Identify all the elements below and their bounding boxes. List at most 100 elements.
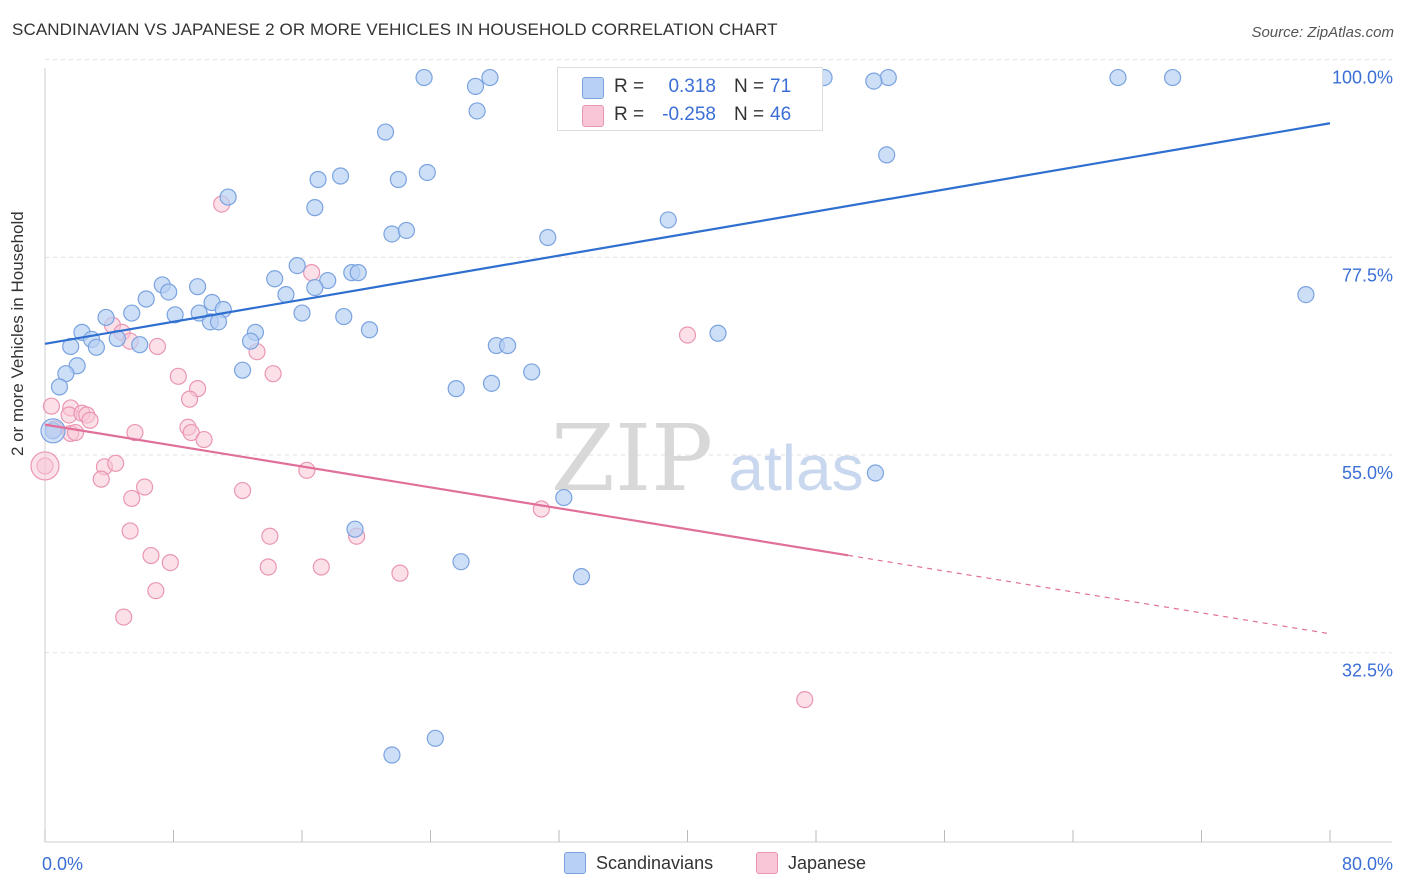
stats-r-label: R =: [614, 76, 645, 97]
scandinavian-point: [209, 313, 228, 331]
scandinavian-point: [242, 332, 260, 350]
scandinavian-point: [866, 464, 885, 482]
scandinavian-trend-line: [44, 122, 1331, 345]
scandinavian-point: [309, 170, 327, 189]
japanese-point: [312, 558, 330, 576]
legend: Scandinavians Japanese: [0, 852, 1406, 876]
watermark: ZIP atlas: [551, 405, 864, 512]
scandinavian-point: [160, 283, 178, 301]
scandinavian-point: [376, 123, 395, 141]
japanese-point: [81, 411, 99, 429]
japanese-point: [121, 522, 139, 540]
scandinavian-point: [335, 307, 353, 326]
scandinavian-point: [1109, 68, 1127, 87]
japanese-point: [148, 337, 167, 356]
japanese-trend-line-dashed: [848, 554, 1331, 635]
scandinavian-point: [415, 68, 433, 87]
scandinavian-point: [555, 488, 573, 507]
gridlines: [45, 59, 1392, 654]
scandinavian-point: [97, 308, 115, 327]
scandinavian-point: [277, 286, 295, 304]
japanese-point: [195, 430, 213, 449]
scandinavian-point: [233, 361, 252, 379]
x-tick-label: 0.0%: [42, 854, 83, 874]
stats-n-value: 71: [770, 76, 792, 97]
japanese-point-large: [30, 451, 60, 481]
scandinavian-point: [865, 72, 883, 90]
scandinavian-point: [523, 363, 541, 381]
y-tick-label: 77.5%: [1342, 265, 1393, 285]
scandinavian-point: [468, 102, 486, 120]
scandinavian-point: [306, 199, 324, 217]
legend-item-japanese[interactable]: Japanese: [756, 852, 866, 874]
scandinavian-point: [383, 225, 401, 243]
scandinavian-point: [397, 221, 416, 240]
japanese-point: [92, 470, 110, 488]
japanese-point: [233, 481, 252, 500]
japanese-point: [126, 423, 144, 442]
stats-row-japanese: R = -0.258 N = 46: [558, 100, 822, 128]
stats-r-label: R =: [614, 104, 645, 125]
stats-n-value: 46: [770, 104, 792, 125]
scandinavian-point: [166, 306, 184, 324]
scandinavian-point: [131, 336, 149, 354]
scandinavian-point: [452, 553, 470, 571]
scandinavian-point: [1297, 286, 1315, 304]
legend-item-scandinavians[interactable]: Scandinavians: [564, 852, 713, 874]
scandinavian-point: [360, 321, 379, 339]
scandinavian-point: [137, 290, 155, 308]
scandinavian-point: [447, 380, 465, 398]
scandinavian-point: [482, 374, 501, 392]
scandinavian-point: [349, 264, 367, 282]
japanese-point: [180, 390, 199, 408]
japanese-point: [298, 461, 316, 479]
scandinavian-point: [383, 746, 401, 764]
source-label: Source: ZipAtlas.com: [1251, 24, 1394, 41]
trend-lines: [44, 122, 1331, 635]
scandinavian-point: [709, 324, 727, 342]
scandinavian-point: [539, 228, 557, 247]
scandinavian-point: [346, 520, 364, 538]
scandinavian-point: [219, 188, 237, 206]
scandinavian-point: [879, 68, 897, 87]
japanese-point: [678, 326, 697, 344]
stats-n-label: N =: [734, 104, 765, 125]
scandinavian-points: [40, 68, 1315, 764]
stats-row-scandinavians: R = 0.318 N = 71: [558, 72, 822, 100]
japanese-point: [261, 527, 279, 545]
japanese-point: [123, 489, 141, 508]
stats-r-value: 0.318: [668, 76, 716, 97]
japanese-point: [142, 546, 160, 565]
japanese-point: [259, 558, 277, 576]
legend-label-scandinavians: Scandinavians: [596, 852, 714, 873]
scandinavian-point: [188, 278, 207, 296]
scandinavian-point: [87, 338, 106, 356]
scandinavian-point: [293, 304, 311, 322]
scandinavian-point: [659, 211, 677, 229]
japanese-point: [303, 264, 321, 282]
scandinavian-point: [481, 68, 499, 87]
japanese-point: [66, 423, 85, 442]
chart-title: SCANDINAVIAN VS JAPANESE 2 OR MORE VEHIC…: [12, 20, 778, 39]
legend-label-japanese: Japanese: [788, 852, 867, 873]
scandinavian-point: [426, 729, 444, 747]
y-tick-label: 32.5%: [1342, 661, 1393, 681]
scandinavian-point: [123, 304, 141, 322]
legend-swatch-scandinavians: [564, 852, 586, 874]
stats-n-label: N =: [734, 76, 765, 97]
scandinavian-point: [288, 257, 306, 275]
japanese-point: [147, 582, 165, 600]
japanese-point: [169, 367, 187, 385]
japanese-point: [264, 365, 282, 383]
watermark-zip: ZIP: [551, 405, 713, 512]
stats-swatch-scandinavians: [582, 77, 604, 99]
tick-labels: 100.0% 77.5% 55.0% 32.5% 0.0% 80.0%: [42, 68, 1393, 874]
stats-r-value: -0.258: [662, 104, 716, 125]
scandinavian-point: [499, 336, 517, 355]
scandinavian-point: [878, 146, 896, 164]
scandinavian-point: [50, 378, 69, 396]
scandinavian-point-large: [40, 418, 66, 444]
stats-swatch-japanese: [582, 105, 604, 127]
watermark-atlas: atlas: [728, 432, 863, 504]
